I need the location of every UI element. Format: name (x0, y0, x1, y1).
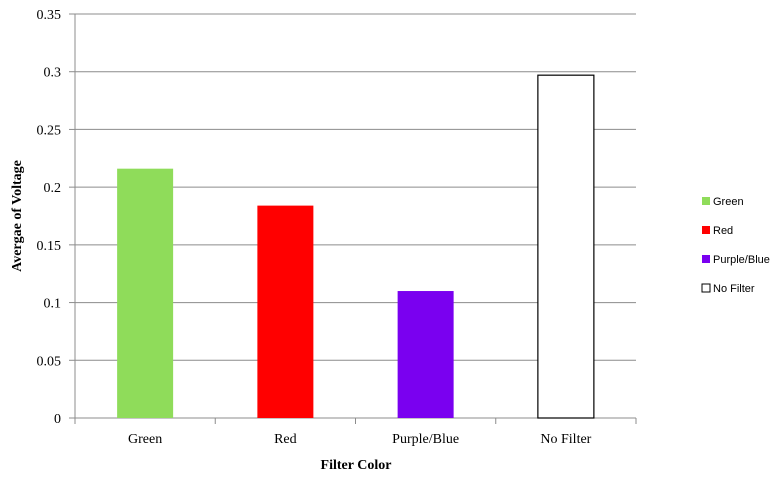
legend-swatch (701, 283, 711, 293)
legend-swatch (702, 197, 710, 205)
y-tick-label: 0.1 (44, 297, 62, 312)
y-tick-label: 0.05 (37, 354, 62, 369)
y-tick-label: 0.15 (37, 239, 62, 254)
x-tick-labels: Green Red Purple/Blue No Filter (128, 432, 592, 447)
y-tick-label: 0.2 (44, 181, 62, 196)
x-tick-label: No Filter (540, 432, 591, 447)
x-axis-title: Filter Color (321, 458, 392, 473)
y-axis-title: Avergae of Voltage (10, 160, 25, 272)
y-tick-labels: 0 0.05 0.1 0.15 0.2 0.25 0.3 0.35 (37, 8, 62, 427)
bars (117, 74, 595, 419)
legend: Green Red Purple/Blue No Filter (701, 196, 770, 295)
legend-label: Green (713, 196, 744, 208)
legend-swatch (702, 226, 710, 234)
x-tick-label: Red (274, 432, 297, 447)
x-tick-label: Purple/Blue (392, 432, 459, 447)
x-tick-label: Green (128, 432, 162, 447)
legend-label: Red (713, 225, 733, 237)
legend-label: Purple/Blue (713, 254, 770, 266)
bar-red (257, 205, 314, 418)
bar-green (117, 168, 174, 418)
legend-label: No Filter (713, 283, 755, 295)
bar-no-filter (537, 74, 595, 419)
bar-purple-blue (397, 291, 454, 418)
y-tick-label: 0 (54, 412, 61, 427)
legend-swatch (702, 255, 710, 263)
y-tick-label: 0.3 (44, 66, 62, 81)
y-tick-label: 0.25 (37, 123, 62, 138)
y-tick-label: 0.35 (37, 8, 62, 23)
